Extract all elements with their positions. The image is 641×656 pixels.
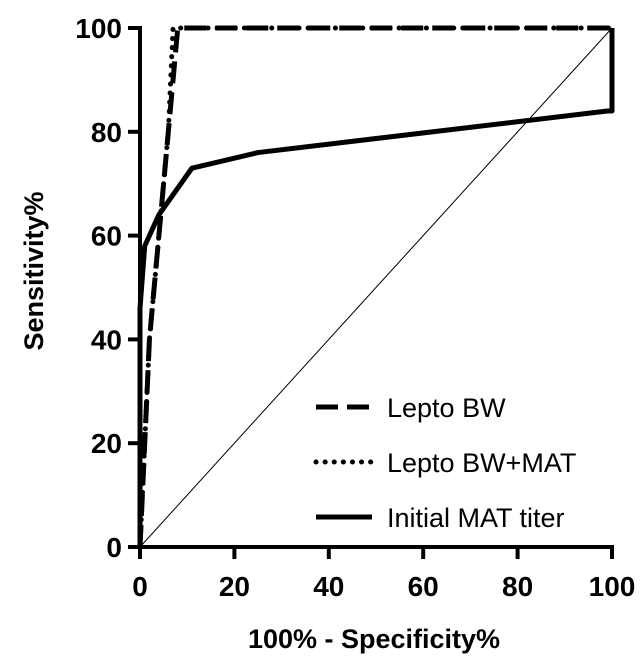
x-tick-label: 0 bbox=[132, 571, 148, 602]
x-tick-label: 20 bbox=[219, 571, 250, 602]
legend-label-initial-mat-titer: Initial MAT titer bbox=[387, 503, 565, 533]
y-tick-label: 60 bbox=[91, 221, 122, 252]
series-line-lepto-bw-mat bbox=[137, 25, 615, 550]
axes: 0 20 40 60 80 100 0 20 40 60 80 100 bbox=[75, 13, 635, 602]
x-tick-label: 80 bbox=[502, 571, 533, 602]
y-axis-title: Sensitivity% bbox=[19, 191, 49, 350]
y-tick-label: 100 bbox=[75, 13, 122, 44]
y-tick-label: 0 bbox=[106, 532, 122, 563]
x-tick-label: 60 bbox=[408, 571, 439, 602]
y-tick-label: 40 bbox=[91, 324, 122, 355]
y-tick-label: 20 bbox=[91, 428, 122, 459]
x-axis-title: 100% - Specificity% bbox=[248, 624, 500, 654]
legend-label-lepto-bw: Lepto BW bbox=[387, 393, 506, 423]
x-tick-label: 100 bbox=[589, 571, 636, 602]
legend-label-lepto-bw-mat: Lepto BW+MAT bbox=[387, 448, 576, 478]
legend: Lepto BW Lepto BW+MAT Initial MAT titer bbox=[313, 393, 576, 533]
series-line-lepto-bw bbox=[137, 25, 612, 548]
y-tick-label: 80 bbox=[91, 117, 122, 148]
reference-diagonal-line bbox=[139, 27, 613, 548]
x-tick-label: 40 bbox=[313, 571, 344, 602]
